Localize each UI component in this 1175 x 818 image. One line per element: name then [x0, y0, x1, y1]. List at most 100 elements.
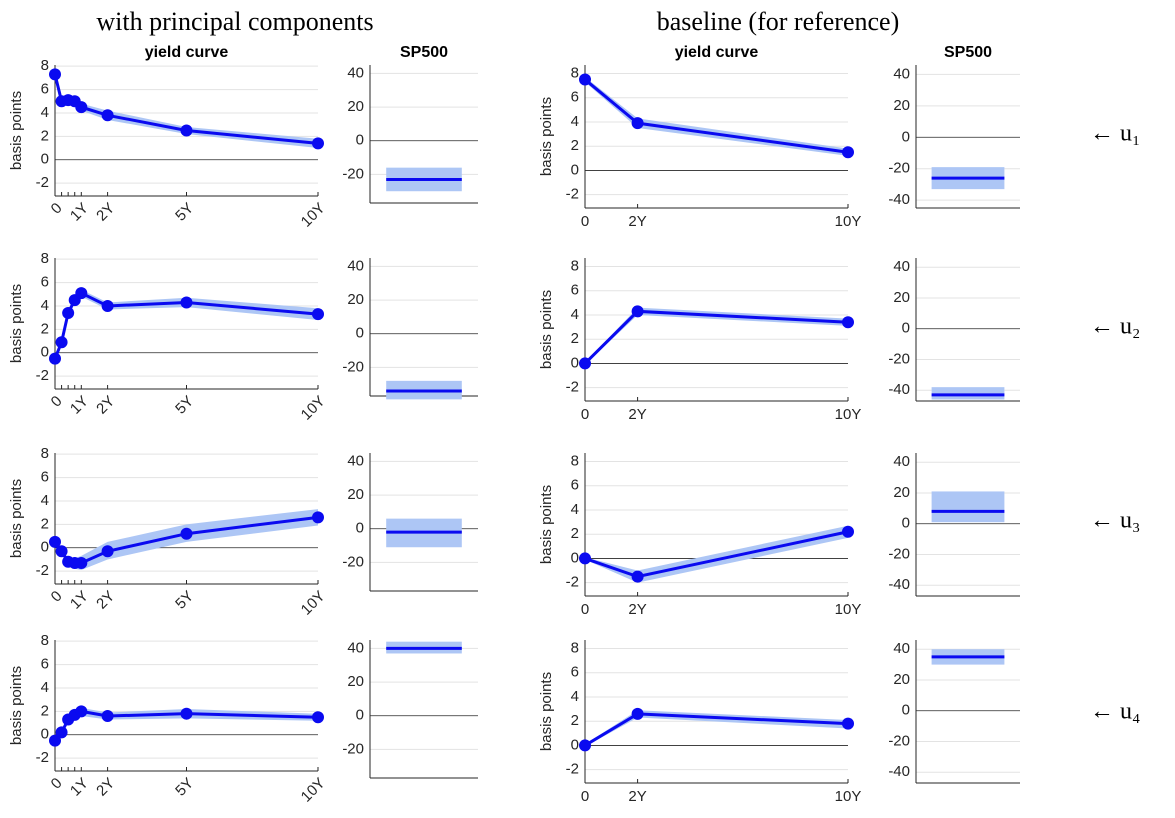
marker: [55, 726, 68, 739]
panel-title: yield curve: [675, 44, 759, 61]
marker: [49, 734, 61, 747]
y-tick-label: 4: [571, 306, 579, 323]
marker: [49, 535, 61, 548]
y-tick-label: 2: [571, 330, 579, 347]
y-tick-label: 0: [902, 320, 910, 337]
y-tick-label: -20: [888, 350, 910, 367]
marker: [180, 527, 193, 540]
marker: [55, 336, 68, 349]
x-tick-label: 10Y: [298, 588, 329, 619]
x-tick-label: 0: [48, 775, 66, 793]
y-tick-label: 6: [41, 469, 49, 486]
marker: [842, 316, 854, 329]
group-title: with principal components: [96, 7, 373, 36]
marker: [49, 68, 61, 81]
y-axis-label: basis points: [8, 666, 25, 745]
y-tick-label: 8: [571, 452, 579, 469]
y-tick-label: 0: [356, 520, 364, 537]
y-tick-label: 2: [41, 127, 49, 144]
confidence-band: [585, 77, 848, 156]
y-tick-label: 2: [41, 320, 49, 337]
x-tick-label: 2Y: [93, 588, 118, 613]
y-tick-label: -2: [36, 562, 49, 579]
marker: [101, 299, 114, 312]
row-label: ← u₃: [1090, 508, 1140, 534]
y-tick-label: -2: [36, 174, 49, 191]
x-tick-label: 1Y: [67, 775, 92, 800]
y-tick-label: 40: [347, 639, 364, 656]
marker: [101, 109, 114, 122]
y-tick-label: 40: [893, 453, 910, 470]
confidence-band: [931, 491, 1005, 523]
y-tick-label: 6: [41, 656, 49, 673]
row-label: ← u₂: [1090, 314, 1140, 340]
y-tick-label: 40: [347, 257, 364, 274]
line: [583, 309, 849, 365]
y-tick-label: 0: [902, 515, 910, 532]
y-tick-label: 20: [893, 484, 910, 501]
y-axis-label: basis points: [538, 672, 555, 751]
panel-title: SP500: [944, 44, 992, 61]
y-tick-label: 2: [41, 702, 49, 719]
x-tick-label: 5Y: [172, 393, 197, 418]
y-tick-label: 0: [571, 354, 579, 371]
y-tick-label: 4: [571, 688, 579, 705]
y-tick-label: -20: [342, 165, 364, 182]
y-axis-label: basis points: [538, 97, 555, 176]
y-tick-label: 20: [347, 98, 364, 115]
y-tick-label: 4: [41, 104, 49, 121]
marker: [75, 556, 88, 569]
x-tick-label: 5Y: [172, 775, 197, 800]
y-tick-label: 20: [893, 289, 910, 306]
y-tick-label: 8: [41, 250, 49, 267]
y-tick-label: 40: [893, 640, 910, 657]
x-tick-label: 10Y: [835, 601, 862, 618]
panel-title: yield curve: [145, 44, 229, 61]
y-tick-label: -40: [888, 576, 910, 593]
x-tick-label: 2Y: [628, 601, 646, 618]
row-label: ← u₁: [1090, 121, 1140, 147]
y-tick-label: 4: [41, 679, 49, 696]
y-tick-label: 4: [41, 297, 49, 314]
y-tick-label: -20: [342, 740, 364, 757]
x-tick-label: 2Y: [93, 775, 118, 800]
x-tick-label: 2Y: [628, 788, 646, 805]
marker: [312, 137, 324, 150]
y-tick-label: -2: [566, 574, 579, 591]
marker: [579, 552, 591, 565]
marker: [842, 146, 854, 159]
y-tick-label: 0: [902, 128, 910, 145]
y-tick-label: 2: [571, 525, 579, 542]
y-tick-label: 6: [571, 282, 579, 299]
y-tick-label: 8: [571, 639, 579, 656]
y-tick-label: 40: [347, 452, 364, 469]
y-tick-label: 0: [356, 132, 364, 149]
y-axis-label: basis points: [8, 91, 25, 170]
y-tick-label: 0: [571, 549, 579, 566]
y-tick-label: -2: [566, 186, 579, 203]
x-tick-label: 10Y: [835, 406, 862, 423]
confidence-band: [585, 710, 848, 747]
y-axis-label: basis points: [8, 284, 25, 363]
marker: [631, 707, 644, 720]
y-tick-label: 2: [571, 137, 579, 154]
marker: [75, 705, 88, 718]
y-tick-label: 8: [41, 445, 49, 462]
marker: [55, 545, 68, 558]
y-tick-label: 4: [41, 492, 49, 509]
x-tick-label: 5Y: [172, 200, 197, 225]
y-tick-label: -40: [888, 191, 910, 208]
panel-title: SP500: [400, 44, 448, 61]
x-tick-label: 10Y: [835, 788, 862, 805]
y-tick-label: 2: [571, 712, 579, 729]
y-tick-label: 0: [41, 151, 49, 168]
y-tick-label: 8: [571, 64, 579, 81]
y-tick-label: 20: [893, 671, 910, 688]
y-tick-label: -20: [342, 358, 364, 375]
marker: [180, 296, 193, 309]
y-tick-label: -2: [36, 367, 49, 384]
marker: [631, 117, 644, 130]
marker: [75, 287, 88, 300]
y-tick-label: -2: [566, 379, 579, 396]
y-tick-label: 20: [347, 673, 364, 690]
